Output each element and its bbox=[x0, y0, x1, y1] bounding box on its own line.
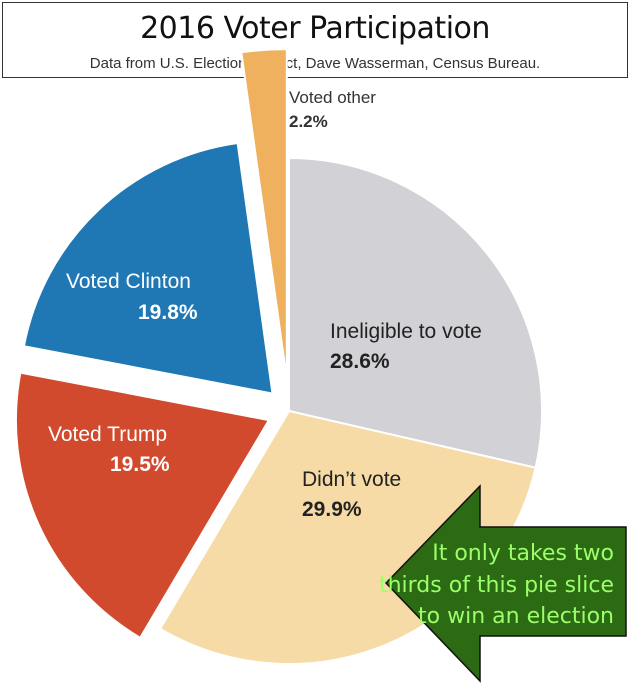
slice-value-trump: 19.5% bbox=[110, 453, 170, 476]
chart-subtitle: Data from U.S. Election Project, Dave Wa… bbox=[89, 55, 541, 72]
slice-label-trump: Voted Trump bbox=[48, 423, 167, 446]
slice-labels: Ineligible to vote 28.6% Didn’t vote 29.… bbox=[48, 88, 482, 521]
pie-slice-other bbox=[240, 48, 288, 380]
slice-label-other: Voted other bbox=[289, 88, 376, 107]
slice-value-didnt-vote: 29.9% bbox=[302, 498, 362, 521]
slice-value-other: 2.2% bbox=[289, 112, 328, 131]
callout-arrow bbox=[384, 484, 627, 683]
pie-slice-clinton bbox=[22, 141, 274, 395]
callout-line-3: to win an election bbox=[418, 604, 614, 629]
slice-label-clinton: Voted Clinton bbox=[66, 270, 191, 293]
slice-label-didnt-vote: Didn’t vote bbox=[302, 468, 401, 491]
chart-title: 2016 Voter Participation bbox=[140, 11, 490, 46]
pie-slice-trump bbox=[14, 371, 271, 640]
slice-label-ineligible: Ineligible to vote bbox=[330, 320, 482, 343]
slice-value-clinton: 19.8% bbox=[138, 301, 198, 324]
callout-line-1: It only takes two bbox=[432, 541, 614, 566]
callout-annotation: It only takes two thirds of this pie sli… bbox=[379, 484, 627, 683]
slice-value-ineligible: 28.6% bbox=[330, 350, 390, 373]
pie-slice-ineligible bbox=[288, 156, 543, 469]
chart-header: 2016 Voter Participation Data from U.S. … bbox=[2, 2, 628, 78]
callout-line-2: thirds of this pie slice bbox=[379, 573, 614, 598]
